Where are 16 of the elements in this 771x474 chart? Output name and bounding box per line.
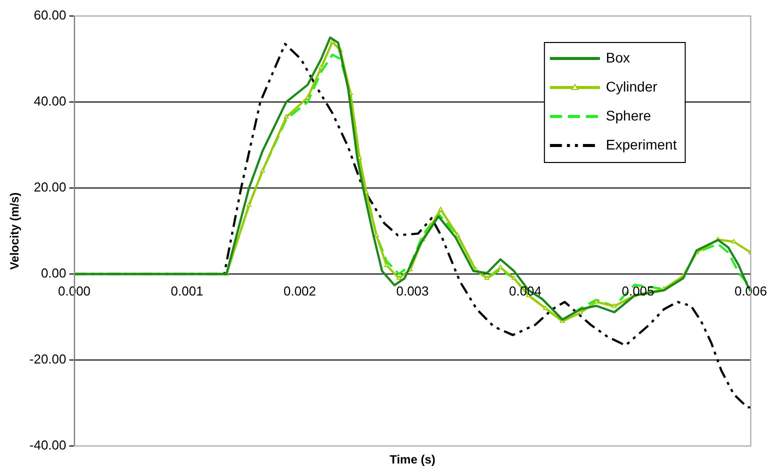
y-tick-label: 60.00 xyxy=(34,8,66,23)
y-axis-title: Velocity (m/s) xyxy=(8,192,22,270)
y-tick-label: 40.00 xyxy=(34,94,66,109)
legend-label: Cylinder xyxy=(606,78,658,94)
y-tick-label: -40.00 xyxy=(29,438,66,453)
x-tick-label: 0.001 xyxy=(170,283,204,298)
y-tick-label: 0.00 xyxy=(40,266,66,281)
x-tick-label: 0.002 xyxy=(283,283,316,298)
y-tick-label: -20.00 xyxy=(29,352,66,367)
legend-label: Box xyxy=(606,49,630,66)
legend-label: Sphere xyxy=(606,107,652,124)
x-tick-label: 0.006 xyxy=(734,283,768,298)
y-tick-label: 20.00 xyxy=(34,180,66,195)
x-tick-label: 0.003 xyxy=(396,283,429,298)
legend-label: Experiment xyxy=(606,136,677,152)
x-axis-title: Time (s) xyxy=(390,452,436,466)
